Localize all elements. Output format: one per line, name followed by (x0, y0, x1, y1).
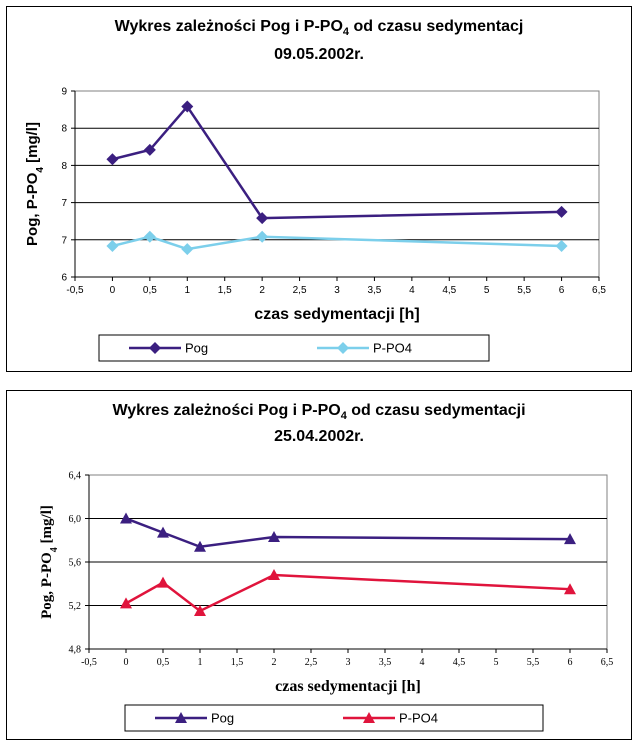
data-point-Pog (106, 153, 119, 166)
x-tick-label: 3,5 (367, 285, 381, 296)
y-axis-label: Pog, P-PO4 [mg/l] (39, 505, 60, 619)
data-point-P-PO4 (120, 597, 132, 609)
data-point-Pog (143, 143, 156, 156)
x-tick-label: 5 (484, 285, 490, 296)
data-point-P-PO4 (564, 583, 576, 595)
y-tick-label: 9 (61, 87, 67, 98)
data-point-P-PO4 (194, 604, 206, 616)
x-tick-label: 6,5 (601, 657, 614, 668)
y-tick-label: 6 (61, 273, 67, 284)
x-tick-label: 2,5 (305, 657, 318, 668)
x-tick-label: 6 (568, 657, 573, 668)
x-tick-label: 3 (334, 285, 340, 296)
x-tick-label: -0,5 (81, 657, 97, 668)
data-point-P-PO4 (157, 576, 169, 588)
data-point-P-PO4 (268, 569, 280, 581)
data-point-Pog (256, 212, 269, 225)
data-point-Pog (564, 533, 576, 545)
x-tick-label: 4,5 (442, 285, 456, 296)
legend-marker-Pog (175, 712, 187, 723)
data-point-Pog (181, 100, 194, 113)
data-point-Pog (268, 530, 280, 542)
x-tick-label: 2 (259, 285, 265, 296)
chart-2-svg: 4,8 5,2 5,6 6,0 6,4 -0,5 0 0,5 1 1,5 2 2,5 3 3,5 4 4,5 5… (39, 471, 614, 732)
x-tick-label: 1 (185, 285, 191, 296)
chart-1-date: 09.05.2002r. (274, 46, 364, 63)
legend-label-P-PO4: P-PO4 (373, 341, 412, 356)
y-tick-label: 8 (61, 161, 67, 172)
data-point-P-PO4 (106, 240, 119, 252)
data-point-Pog (194, 540, 206, 552)
legend-label-P-PO4: P-PO4 (399, 711, 438, 726)
chart-1-title: Wykres zależności Pog i P-PO4 od czasu s… (114, 18, 524, 39)
data-point-P-PO4 (555, 240, 568, 252)
legend-marker-P-PO4 (337, 342, 349, 354)
chart-panel-2: Wykres zależności Pog i P-PO4 od czasu s… (6, 390, 632, 740)
x-tick-label: 0 (110, 285, 116, 296)
x-tick-label: 2,5 (293, 285, 307, 296)
data-point-Pog (120, 512, 132, 524)
x-tick-label: 0 (124, 657, 129, 668)
y-tick-label: 6,0 (69, 514, 82, 525)
y-tick-label: 7 (61, 235, 67, 246)
x-axis-label: czas sedymentacji [h] (254, 306, 419, 323)
data-point-P-PO4 (143, 230, 156, 243)
data-point-P-PO4 (256, 230, 269, 243)
x-tick-label: 0,5 (157, 657, 170, 668)
x-tick-label: -0,5 (66, 285, 84, 296)
legend-marker-P-PO4 (363, 712, 375, 723)
x-tick-label: 5,5 (517, 285, 531, 296)
x-tick-label: 5,5 (527, 657, 540, 668)
data-point-Pog (157, 526, 169, 538)
x-tick-label: 2 (272, 657, 277, 668)
legend-marker-Pog (149, 342, 161, 354)
y-tick-label: 5,6 (69, 558, 82, 569)
x-tick-label: 4 (409, 285, 415, 296)
x-tick-label: 4,5 (453, 657, 466, 668)
x-tick-label: 1 (198, 657, 203, 668)
x-tick-label: 1,5 (218, 285, 232, 296)
x-tick-label: 3,5 (379, 657, 392, 668)
chart-1-svg: 6 7 7 8 8 9 -0,5 0 0,5 1 1,5 2 2,5 3 3,5 4 4,5 5 5,5 6 6,5 cz… (24, 87, 606, 362)
chart-panel-1: Wykres zależności Pog i P-PO4 od czasu s… (6, 6, 632, 372)
x-tick-label: 1,5 (231, 657, 244, 668)
x-tick-label: 6,5 (592, 285, 606, 296)
chart-2-date: 25.04.2002r. (274, 428, 364, 445)
x-tick-label: 0,5 (143, 285, 157, 296)
x-axis-label: czas sedymentacji [h] (275, 678, 421, 695)
y-axis-label: Pog, P-PO4 [mg/l] (24, 122, 46, 246)
y-tick-label: 4,8 (69, 645, 82, 656)
legend-label-Pog: Pog (211, 711, 234, 726)
plot-area (74, 90, 600, 278)
y-tick-label: 6,4 (69, 471, 82, 482)
chart-2-title: Wykres zależności Pog i P-PO4 od czasu s… (112, 402, 526, 423)
legend-label-Pog: Pog (185, 341, 208, 356)
x-tick-label: 3 (346, 657, 351, 668)
y-tick-label: 7 (61, 198, 67, 209)
x-tick-label: 6 (559, 285, 565, 296)
y-tick-label: 8 (61, 124, 67, 135)
x-tick-label: 4 (420, 657, 425, 668)
data-point-Pog (555, 205, 568, 218)
data-point-P-PO4 (181, 243, 194, 256)
y-tick-label: 5,2 (69, 601, 82, 612)
x-tick-label: 5 (494, 657, 499, 668)
legend (124, 704, 544, 732)
